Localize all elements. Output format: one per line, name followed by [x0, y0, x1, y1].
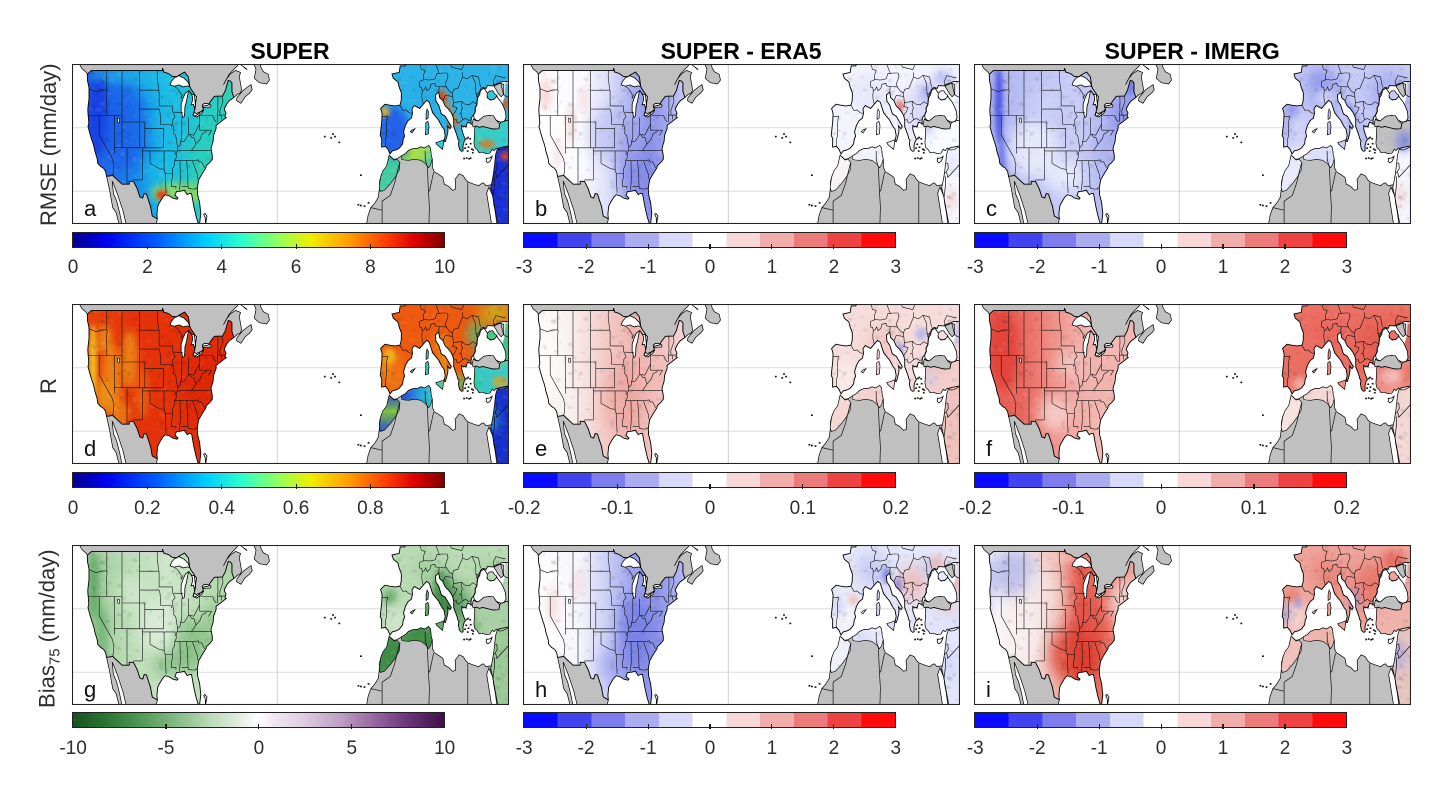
svg-text:f: f	[986, 436, 993, 461]
svg-text:d: d	[84, 436, 96, 461]
svg-text:i: i	[986, 677, 991, 702]
svg-text:b: b	[535, 196, 547, 221]
svg-text:c: c	[986, 196, 997, 221]
svg-text:h: h	[535, 677, 547, 702]
svg-text:g: g	[84, 677, 96, 702]
svg-text:a: a	[84, 196, 97, 221]
svg-text:e: e	[535, 436, 547, 461]
